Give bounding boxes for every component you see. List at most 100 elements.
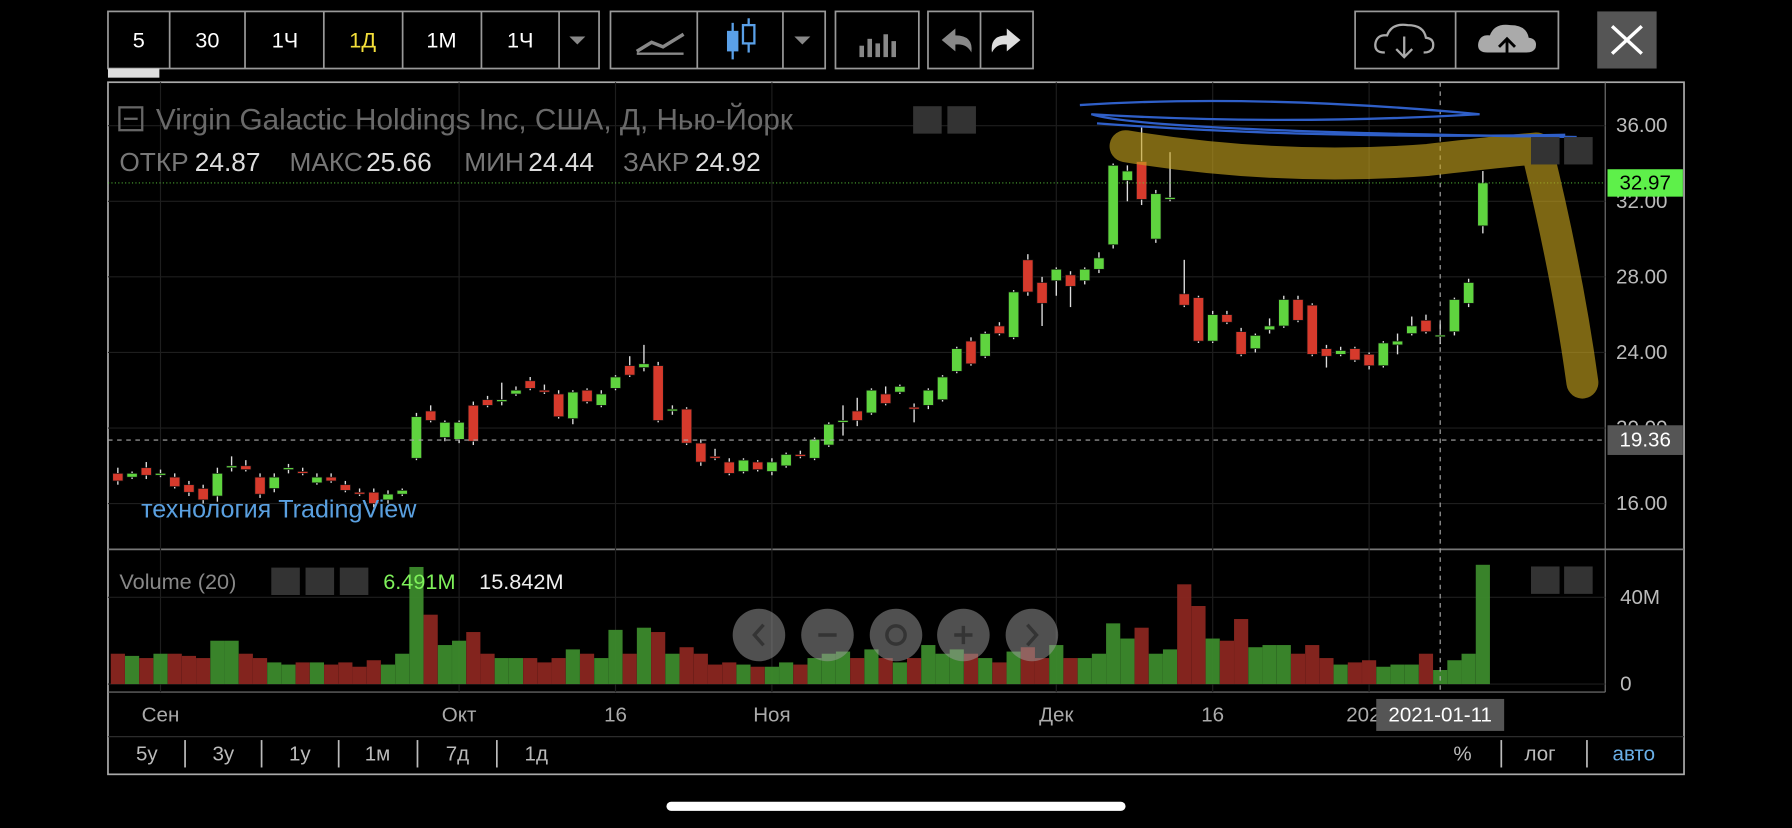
scroll-left-button[interactable] [732, 608, 786, 662]
ohlc-value: 25.66 [366, 147, 432, 177]
volume-tick-label: 0 [1620, 673, 1631, 696]
last-price-box [1607, 169, 1683, 197]
x-tick-label: Сен [142, 703, 180, 726]
interval-button[interactable]: 1М [426, 27, 456, 52]
volume-bar [224, 640, 239, 685]
range-button[interactable]: 1у [289, 742, 311, 765]
volume-bar [764, 666, 779, 685]
bottom-bar: 5у 3у 1у 1м 7д 1д% лог авто [136, 740, 1655, 768]
pane-up-icon[interactable] [1530, 566, 1560, 594]
volume-bar [480, 653, 495, 685]
candle-body [851, 410, 863, 421]
volume-bar [1049, 645, 1064, 685]
volume-bar [892, 662, 907, 685]
volume-bar [309, 662, 324, 685]
interval-button[interactable]: 1Ч [272, 27, 299, 52]
volume-bar [935, 653, 950, 685]
candle-body [553, 393, 565, 418]
scale-button[interactable]: авто [1613, 742, 1655, 765]
download-arrow [1395, 36, 1414, 59]
pane-down-icon[interactable] [1530, 137, 1560, 165]
candle-icon[interactable] [726, 18, 756, 60]
candle-body [453, 422, 465, 440]
icon-body [726, 30, 739, 52]
download-icon[interactable] [1374, 23, 1435, 54]
undo-icon[interactable] [941, 28, 972, 53]
volume-bar [579, 653, 595, 685]
candle-body [1207, 314, 1219, 342]
candle-body [496, 399, 508, 402]
range-button[interactable]: 7д [446, 742, 469, 765]
volume-bar [1219, 640, 1234, 685]
redo-icon[interactable] [991, 28, 1021, 53]
pane-expand-icon[interactable] [1564, 566, 1593, 594]
settings-icon[interactable] [947, 106, 976, 134]
candle-body [1392, 340, 1404, 346]
candle-body [282, 467, 294, 470]
volume-bar [409, 566, 424, 685]
candle-body [197, 488, 209, 501]
volume-bar [551, 658, 566, 685]
volume-remove-icon[interactable] [339, 567, 369, 596]
volume-bar [736, 664, 751, 685]
collapse-icon[interactable] [118, 106, 144, 132]
watermark: технология TradingView [141, 495, 417, 523]
candle-body [1107, 165, 1119, 246]
candle-body [1335, 350, 1347, 355]
reset-icon [885, 624, 907, 646]
candle-body [1050, 268, 1062, 281]
volume-bar [295, 662, 310, 685]
volume-settings-icon[interactable] [305, 567, 335, 596]
line-chart-icon[interactable] [635, 32, 685, 53]
navigation-icons [752, 623, 1039, 647]
scale-button[interactable]: % [1453, 742, 1471, 765]
x-tick-label: Ноя [753, 703, 790, 726]
range-button[interactable]: 1д [525, 742, 548, 765]
interval-button[interactable]: 30 [195, 27, 219, 52]
candle-body [1448, 299, 1460, 332]
candle-body [979, 333, 991, 357]
pen-scribble [1079, 99, 1577, 139]
candle-body [780, 454, 792, 467]
volume-visibility-icon[interactable] [271, 567, 300, 596]
home-indicator [666, 801, 1126, 811]
candle-body [709, 456, 721, 459]
visibility-icon[interactable] [913, 106, 942, 134]
candle-body [1022, 259, 1034, 293]
scale-button[interactable]: лог [1525, 742, 1556, 765]
volume-bar [1148, 653, 1163, 685]
ohlc-value: 24.44 [528, 147, 594, 177]
candle-body [1178, 293, 1190, 306]
candle-body [908, 406, 920, 410]
range-button[interactable]: 1м [365, 742, 391, 765]
interval-button[interactable]: 5 [133, 27, 145, 52]
ohlc-label: ЗАКР [623, 147, 689, 177]
volume-bar [793, 664, 808, 685]
candle-body [965, 340, 977, 365]
candle-body [1278, 299, 1290, 327]
scroll-right-button[interactable] [1005, 608, 1059, 662]
ohlc-value: 24.87 [195, 147, 261, 177]
icon-bar [883, 34, 889, 58]
ohlc-label: ОТКР [119, 147, 188, 177]
pane-expand-icon[interactable] [1564, 137, 1593, 165]
volume-bar [267, 662, 282, 685]
reset-button[interactable] [869, 608, 923, 662]
indicators-button[interactable] [834, 10, 920, 70]
candle-body [425, 410, 437, 421]
range-button[interactable]: 3у [212, 742, 234, 765]
interval-button[interactable]: 1Ч [507, 27, 534, 52]
interval-button[interactable]: 1Д [349, 27, 376, 52]
candle-body [368, 491, 380, 504]
volume-bar [636, 627, 652, 685]
y-tick-label: 24.00 [1616, 341, 1667, 364]
volume-bar [1205, 638, 1220, 685]
candle-body [681, 408, 693, 444]
volume-bar [1248, 647, 1263, 685]
volume-bar [1177, 584, 1192, 685]
candle-body [268, 476, 280, 489]
range-button[interactable]: 5у [136, 742, 158, 765]
volume-bar [238, 653, 253, 685]
candle-body [1221, 314, 1233, 323]
